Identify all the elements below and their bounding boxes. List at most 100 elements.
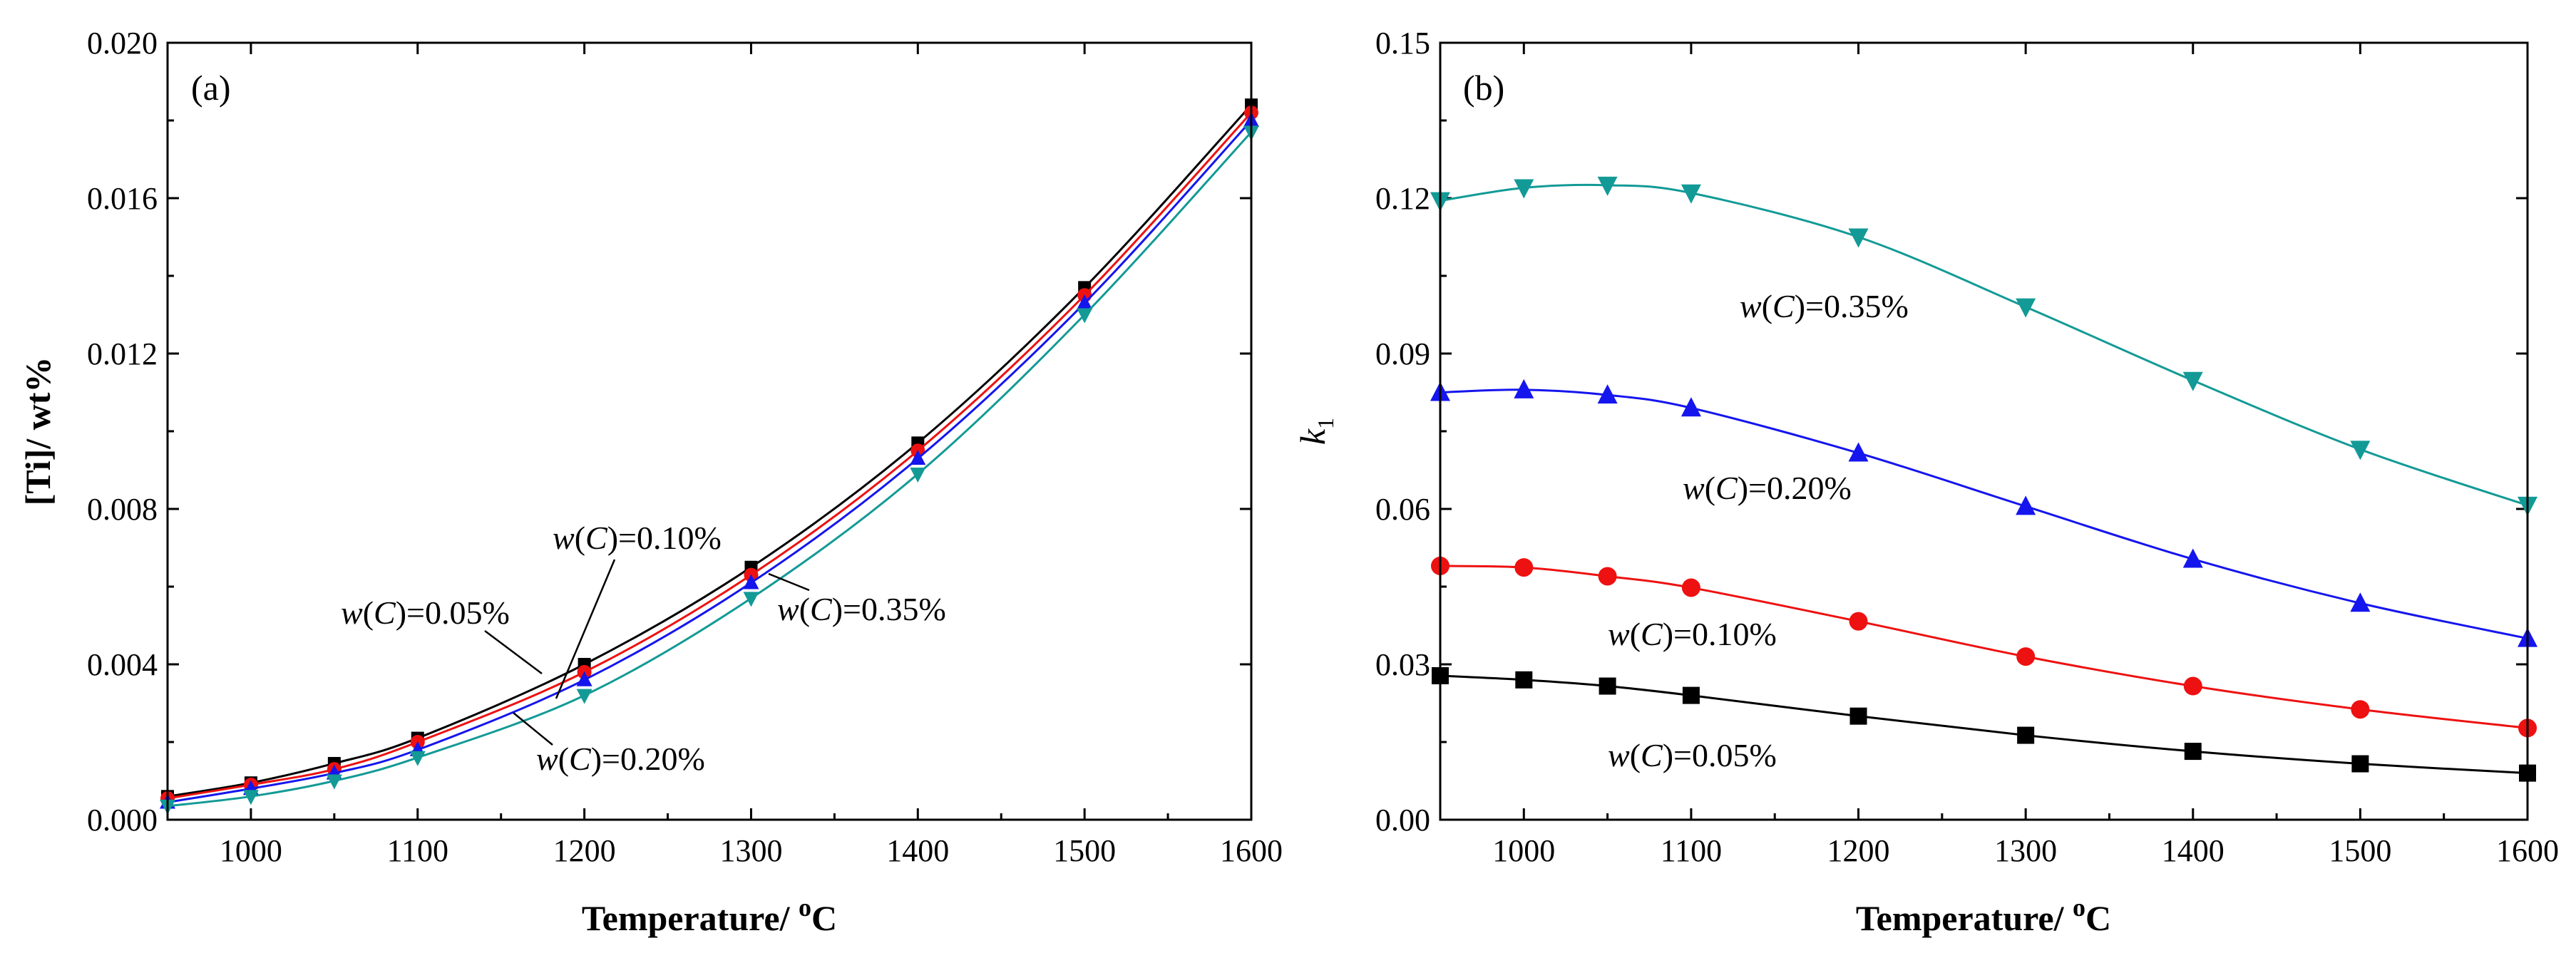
ann-var: C — [1641, 737, 1663, 773]
ann-paren-close: ) — [607, 520, 618, 556]
ann-var: C — [569, 741, 592, 777]
data-point — [2351, 755, 2369, 773]
data-point — [1077, 294, 1093, 310]
panel-a-leader-005 — [484, 630, 543, 674]
x-tick-label: 1600 — [1220, 833, 1283, 868]
ann-var: C — [585, 520, 608, 556]
data-point — [1597, 176, 1618, 196]
x-tick-label: 1000 — [1492, 833, 1555, 868]
data-point — [1514, 558, 1534, 577]
series-line — [167, 131, 1253, 808]
data-point — [910, 467, 926, 483]
data-point — [1681, 578, 1700, 597]
data-point — [576, 671, 592, 686]
ann-paren-open: ( — [363, 594, 374, 631]
panel-a-leader-035 — [768, 572, 810, 592]
series-2 — [160, 105, 1258, 806]
panel-a-leader-010 — [555, 559, 616, 699]
x-tick-label: 1300 — [1994, 833, 2057, 868]
panel-a-annotation-035: w(C)=0.35% — [777, 591, 946, 627]
ann-prefix: w — [341, 594, 363, 631]
panel-a-x-axis-title: Temperature/ oC — [582, 893, 837, 938]
ann-paren-open: ( — [558, 741, 569, 777]
series-line — [1440, 674, 2528, 775]
y-title-sub: 1 — [1313, 418, 1338, 429]
x-tick-label: 1500 — [2329, 833, 2391, 868]
ann-value: =0.05% — [406, 594, 510, 631]
data-point — [2182, 548, 2203, 568]
x-tick-label: 1400 — [886, 833, 949, 868]
y-tick-label: 0.020 — [87, 26, 158, 61]
series-4 — [1430, 176, 2537, 516]
series-line — [167, 112, 1253, 800]
ann-prefix: w — [1683, 470, 1705, 506]
y-tick-label: 0.004 — [87, 647, 158, 682]
ann-var: C — [374, 594, 396, 631]
y-title-main: k — [1293, 428, 1333, 445]
ann-value: =0.05% — [1673, 737, 1777, 773]
data-point — [409, 751, 426, 766]
x-tick-label: 1100 — [387, 833, 448, 868]
panel-b: 1000 1100 1200 1300 1400 1500 1600 0.00 0.03 0.06… — [1293, 26, 2559, 938]
y-tick-label: 0.00 — [1375, 803, 1430, 838]
data-point — [1849, 707, 1867, 725]
panel-a-frame — [166, 41, 1253, 821]
data-point — [1680, 184, 1701, 204]
ann-prefix: w — [1608, 616, 1630, 652]
panel-b-y-axis-title: k1 — [1293, 418, 1338, 445]
data-point — [1514, 179, 1534, 199]
data-point — [2016, 647, 2036, 666]
data-point — [2017, 726, 2035, 744]
panel-a-label: (a) — [191, 68, 231, 108]
x-tick-label: 1000 — [220, 833, 282, 868]
ann-paren-open: ( — [1630, 737, 1641, 773]
data-point — [1598, 567, 1617, 586]
series-line — [1440, 183, 2528, 507]
series-1 — [161, 98, 1258, 803]
ann-value: =0.10% — [1673, 616, 1777, 652]
series-line — [167, 104, 1253, 798]
ann-prefix: w — [1740, 288, 1762, 324]
data-point — [1599, 677, 1616, 695]
ann-value: =0.10% — [618, 520, 722, 556]
data-point — [2182, 371, 2203, 391]
panel-a-annotation-020: w(C)=0.20% — [536, 741, 705, 777]
data-point — [576, 689, 592, 704]
ann-paren-open: ( — [799, 591, 810, 627]
panel-a-y-axis-title: [Ti]/ wt% — [18, 357, 58, 506]
y-tick-label: 0.000 — [87, 803, 158, 838]
ann-value: =0.35% — [843, 591, 946, 627]
data-point — [1597, 384, 1618, 404]
panel-a-leader-020 — [513, 712, 553, 746]
data-point — [242, 790, 259, 805]
ann-paren-close: ) — [1663, 737, 1673, 773]
ann-var: C — [1715, 470, 1738, 506]
ann-paren-close: ) — [1663, 616, 1673, 652]
x-tick-label: 1600 — [2496, 833, 2559, 868]
x-tick-label: 1200 — [1827, 833, 1890, 868]
ann-prefix: w — [1608, 737, 1630, 773]
panel-a-annotation-010: w(C)=0.10% — [553, 520, 722, 556]
data-point — [1848, 228, 1869, 248]
ann-paren-open: ( — [1630, 616, 1641, 652]
data-point — [2350, 441, 2371, 460]
y-tick-label: 0.12 — [1375, 181, 1430, 216]
panel-b-x-axis-title: Temperature/ oC — [1856, 893, 2111, 938]
series-3 — [1430, 378, 2537, 647]
series-line — [167, 119, 1253, 803]
ann-value: =0.35% — [1805, 288, 1909, 324]
panel-a-annotation-005: w(C)=0.05% — [341, 594, 510, 631]
panel-a: 1000 1100 1200 1300 1400 1500 1600 0.000 0.004 0.… — [18, 26, 1283, 938]
panel-b-annotation-010: w(C)=0.10% — [1608, 616, 1777, 652]
x-tick-label: 1500 — [1053, 833, 1116, 868]
x-tick-label: 1200 — [553, 833, 616, 868]
data-point — [1680, 397, 1701, 417]
data-point — [2016, 298, 2036, 318]
series-line — [1440, 388, 2528, 640]
x-tick-label: 1300 — [719, 833, 782, 868]
ann-value: =0.20% — [1748, 470, 1852, 506]
ann-prefix: w — [777, 591, 799, 627]
panel-b-label: (b) — [1463, 68, 1504, 108]
ann-paren-close: ) — [1738, 470, 1748, 506]
